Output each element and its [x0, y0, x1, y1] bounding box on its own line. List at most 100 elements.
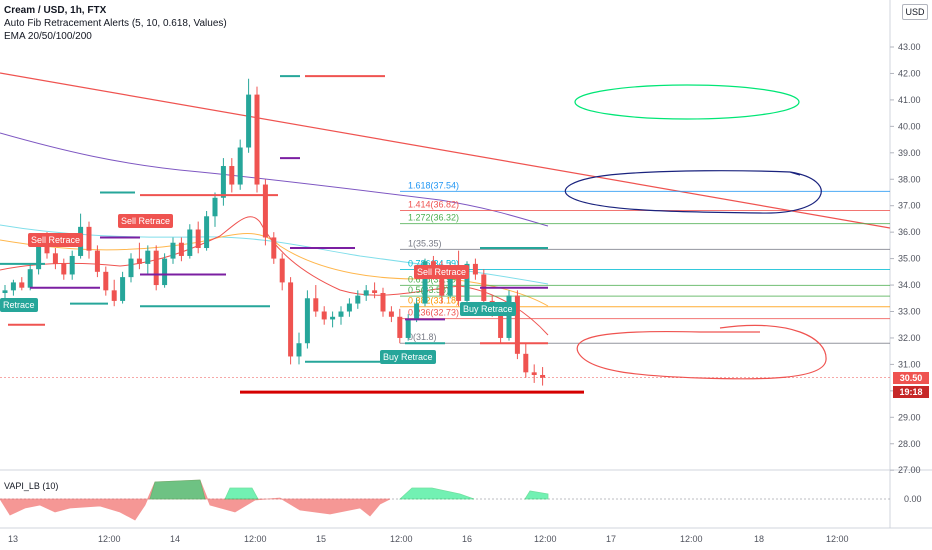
- price-tick-label: 40.00: [898, 121, 921, 131]
- candle-body: [162, 258, 168, 286]
- candle-body: [2, 290, 8, 293]
- candle-body: [212, 197, 218, 217]
- time-tick-label: 12:00: [680, 534, 703, 544]
- candle-body: [94, 250, 100, 272]
- candle-body: [540, 374, 546, 378]
- candle-body: [388, 311, 394, 317]
- time-tick-label: 12:00: [534, 534, 557, 544]
- candle-body: [19, 282, 25, 288]
- candle-body: [355, 295, 361, 304]
- price-tick-label: 29.00: [898, 412, 921, 422]
- time-tick-label: 15: [316, 534, 326, 544]
- time-tick-label: 18: [754, 534, 764, 544]
- candle-body: [279, 258, 285, 283]
- drawing-ellipse-blue[interactable]: [564, 170, 822, 214]
- chart-legend: Cream / USD, 1h, FTX Auto Fib Retracemen…: [4, 4, 227, 43]
- buy-retrace-badge: Buy Retrace: [460, 302, 516, 316]
- price-tick-label: 28.00: [898, 439, 921, 449]
- candle-body: [372, 290, 378, 293]
- candle-body: [506, 295, 512, 338]
- time-tick-label: 16: [462, 534, 472, 544]
- fib-level-label: 1.414(36.82): [408, 199, 459, 209]
- candle-body: [170, 242, 176, 259]
- current-price-tag: 30.50: [893, 372, 929, 384]
- candle-body: [237, 147, 243, 185]
- candle-body: [321, 311, 327, 320]
- candle-body: [380, 292, 386, 312]
- fib-level-label: 1.272(36.32): [408, 213, 459, 223]
- candle-body: [69, 255, 75, 275]
- candle-body: [414, 303, 420, 320]
- candle-body: [330, 316, 336, 320]
- candle-body: [36, 245, 42, 270]
- candle-body: [187, 229, 193, 256]
- candle-body: [120, 277, 126, 301]
- sell-retrace-badge: Sell Retrace: [118, 214, 174, 228]
- candle-body: [363, 290, 369, 296]
- candle-body: [44, 245, 50, 254]
- time-tick-label: 12:00: [98, 534, 121, 544]
- currency-button[interactable]: USD: [902, 4, 928, 20]
- candle-body: [262, 184, 268, 238]
- price-tick-label: 27.00: [898, 465, 921, 475]
- candle-body: [178, 242, 184, 256]
- price-tick-label: 35.00: [898, 254, 921, 264]
- price-tick-label: 42.00: [898, 68, 921, 78]
- time-tick-label: 13: [8, 534, 18, 544]
- countdown-tag: 19:18: [893, 386, 929, 398]
- candle-body: [464, 263, 470, 301]
- drawing-ellipse-red[interactable]: [576, 324, 827, 380]
- candle-body: [145, 250, 151, 264]
- candle-body: [136, 258, 142, 264]
- candle-body: [313, 298, 319, 312]
- candle-body: [405, 319, 411, 338]
- candle-body: [52, 253, 58, 264]
- oscillator-positive-area: [149, 479, 549, 500]
- ema-200-line: [0, 132, 549, 227]
- candle-body: [10, 282, 16, 291]
- candle-body: [103, 271, 109, 291]
- drawing-ellipse-green[interactable]: [574, 84, 800, 120]
- price-tick-label: 33.00: [898, 307, 921, 317]
- candle-body: [204, 216, 210, 249]
- trendline[interactable]: [0, 72, 891, 229]
- candle-body: [422, 261, 428, 304]
- fib-level-label: 1(35.35): [408, 238, 442, 248]
- candle-body: [246, 94, 252, 148]
- price-tick-label: 39.00: [898, 148, 921, 158]
- candle-body: [220, 166, 226, 198]
- time-tick-label: 12:00: [244, 534, 267, 544]
- price-tick-label: 34.00: [898, 280, 921, 290]
- time-tick-label: 14: [170, 534, 180, 544]
- candle-body: [523, 353, 529, 373]
- time-tick-label: 17: [606, 534, 616, 544]
- sell-retrace-badge: Sell Retrace: [414, 265, 470, 279]
- indicator-fib-label[interactable]: Auto Fib Retracement Alerts (5, 10, 0.61…: [4, 18, 227, 29]
- candle-body: [439, 274, 445, 296]
- fib-level-label: 0(31.8): [408, 332, 437, 342]
- candle-body: [456, 266, 462, 301]
- fib-level-label: 0.236(32.73): [408, 308, 459, 318]
- candle-body: [27, 269, 33, 288]
- candle-body: [514, 295, 520, 354]
- fib-level-label: 0.382(33.18): [408, 296, 459, 306]
- candle-body: [229, 166, 235, 185]
- price-tick-label: 36.00: [898, 227, 921, 237]
- price-tick-label: 41.00: [898, 95, 921, 105]
- fib-level-label: 1.618(37.54): [408, 180, 459, 190]
- price-tick-label: 32.00: [898, 333, 921, 343]
- candle-body: [296, 343, 302, 357]
- indicator-ema-label[interactable]: EMA 20/50/100/200: [4, 31, 92, 42]
- symbol-title[interactable]: Cream / USD, 1h, FTX: [4, 5, 107, 16]
- candle-body: [195, 229, 201, 249]
- candle-body: [472, 263, 478, 275]
- candle-body: [447, 266, 453, 296]
- oscillator-label[interactable]: VAPI_LB (10): [4, 481, 59, 491]
- sell-retrace-badge: Sell Retrace: [28, 233, 84, 247]
- time-tick-label: 12:00: [390, 534, 413, 544]
- buy-retrace-badge: Buy Retrace: [380, 350, 436, 364]
- candle-body: [397, 316, 403, 338]
- candle-body: [111, 290, 117, 301]
